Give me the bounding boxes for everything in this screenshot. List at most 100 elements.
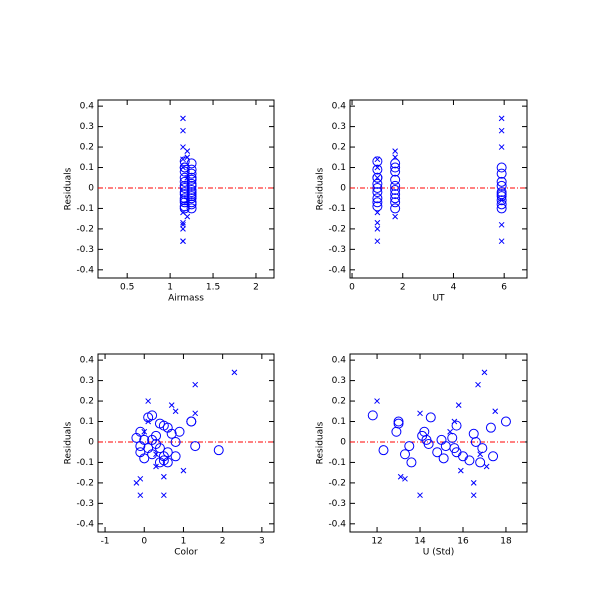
point bbox=[180, 164, 186, 171]
point bbox=[449, 443, 460, 454]
point bbox=[180, 156, 186, 163]
point bbox=[372, 182, 383, 193]
point bbox=[447, 432, 458, 443]
point bbox=[372, 164, 383, 175]
point bbox=[179, 166, 190, 177]
point bbox=[180, 467, 187, 474]
point bbox=[470, 436, 481, 447]
point bbox=[390, 193, 401, 204]
point bbox=[145, 418, 152, 425]
y-tick-label: -0.4 bbox=[76, 519, 94, 529]
x-axis-label: UT bbox=[432, 294, 445, 304]
point bbox=[464, 455, 475, 466]
point bbox=[135, 441, 146, 452]
point bbox=[470, 492, 477, 499]
point bbox=[498, 144, 505, 150]
y-tick-label: 0.3 bbox=[332, 376, 346, 386]
point bbox=[457, 467, 464, 474]
x-tick-label: 0 bbox=[349, 283, 355, 293]
y-tick-label: 0.2 bbox=[332, 143, 346, 153]
panel: -0.4 -0.3 -0.2 -0.1 0 0.1 0.2 0.3 0.4 0 2 4 6 UT Resid… bbox=[316, 99, 528, 304]
point bbox=[133, 480, 140, 486]
point bbox=[378, 445, 389, 456]
point bbox=[372, 172, 383, 183]
point bbox=[179, 172, 190, 183]
point bbox=[186, 416, 197, 427]
y-tick-label: 0.3 bbox=[80, 122, 94, 132]
point bbox=[419, 426, 430, 437]
point bbox=[180, 127, 186, 134]
point bbox=[390, 162, 401, 173]
point bbox=[174, 426, 185, 437]
point bbox=[162, 457, 173, 468]
point bbox=[390, 185, 401, 196]
point bbox=[186, 164, 197, 175]
point bbox=[481, 369, 488, 376]
plot-frame bbox=[97, 353, 275, 533]
point bbox=[184, 213, 191, 220]
point bbox=[417, 410, 423, 417]
x-tick-label: -1 bbox=[101, 537, 110, 547]
x-tick-label: 0.5 bbox=[120, 283, 134, 293]
point bbox=[451, 420, 462, 431]
point bbox=[451, 418, 458, 425]
y-axis-label: Residuals bbox=[316, 167, 326, 210]
point bbox=[179, 203, 190, 214]
point bbox=[483, 463, 490, 470]
point bbox=[184, 154, 191, 161]
y-tick-label: 0.2 bbox=[332, 397, 346, 407]
x-axis-label: Color bbox=[174, 548, 198, 558]
point bbox=[457, 451, 468, 462]
point bbox=[440, 441, 451, 452]
point bbox=[186, 203, 197, 214]
point bbox=[160, 473, 167, 480]
x-tick-label: 16 bbox=[457, 537, 469, 547]
y-tick-label: 0.2 bbox=[80, 397, 94, 407]
point bbox=[425, 412, 436, 423]
y-tick-label: 0 bbox=[88, 437, 94, 447]
point bbox=[374, 164, 381, 171]
y-axis-label: Residuals bbox=[64, 167, 74, 210]
point bbox=[390, 166, 401, 177]
point bbox=[393, 418, 404, 429]
y-tick-label: -0.3 bbox=[76, 245, 94, 255]
point bbox=[372, 187, 383, 198]
point bbox=[190, 441, 201, 452]
point bbox=[192, 381, 199, 388]
point bbox=[166, 428, 177, 439]
y-tick-label: -0.2 bbox=[76, 478, 94, 488]
point bbox=[498, 127, 505, 134]
y-tick-label: -0.4 bbox=[328, 265, 346, 275]
point bbox=[477, 451, 484, 458]
plot-frame bbox=[349, 353, 528, 533]
point bbox=[139, 453, 150, 464]
point bbox=[390, 158, 401, 169]
point bbox=[492, 408, 499, 415]
point bbox=[180, 115, 186, 122]
point bbox=[180, 226, 186, 232]
point bbox=[392, 213, 398, 220]
point bbox=[374, 238, 381, 245]
y-tick-label: -0.3 bbox=[328, 245, 346, 255]
y-axis-label: Residuals bbox=[64, 421, 74, 464]
point bbox=[137, 492, 144, 499]
point bbox=[154, 457, 165, 468]
point bbox=[374, 209, 381, 216]
point bbox=[470, 480, 477, 486]
point bbox=[477, 443, 488, 454]
point bbox=[496, 176, 507, 187]
point bbox=[496, 168, 507, 179]
point bbox=[131, 432, 142, 443]
y-tick-label: -0.1 bbox=[76, 458, 94, 468]
point bbox=[172, 408, 179, 415]
point bbox=[213, 445, 224, 456]
y-tick-label: -0.3 bbox=[76, 499, 94, 509]
point bbox=[180, 219, 186, 226]
point bbox=[455, 402, 462, 409]
y-tick-label: 0.1 bbox=[80, 163, 94, 173]
x-tick-label: 0 bbox=[141, 537, 147, 547]
point bbox=[475, 457, 486, 468]
point bbox=[468, 428, 479, 439]
y-tick-label: 0.1 bbox=[332, 417, 346, 427]
